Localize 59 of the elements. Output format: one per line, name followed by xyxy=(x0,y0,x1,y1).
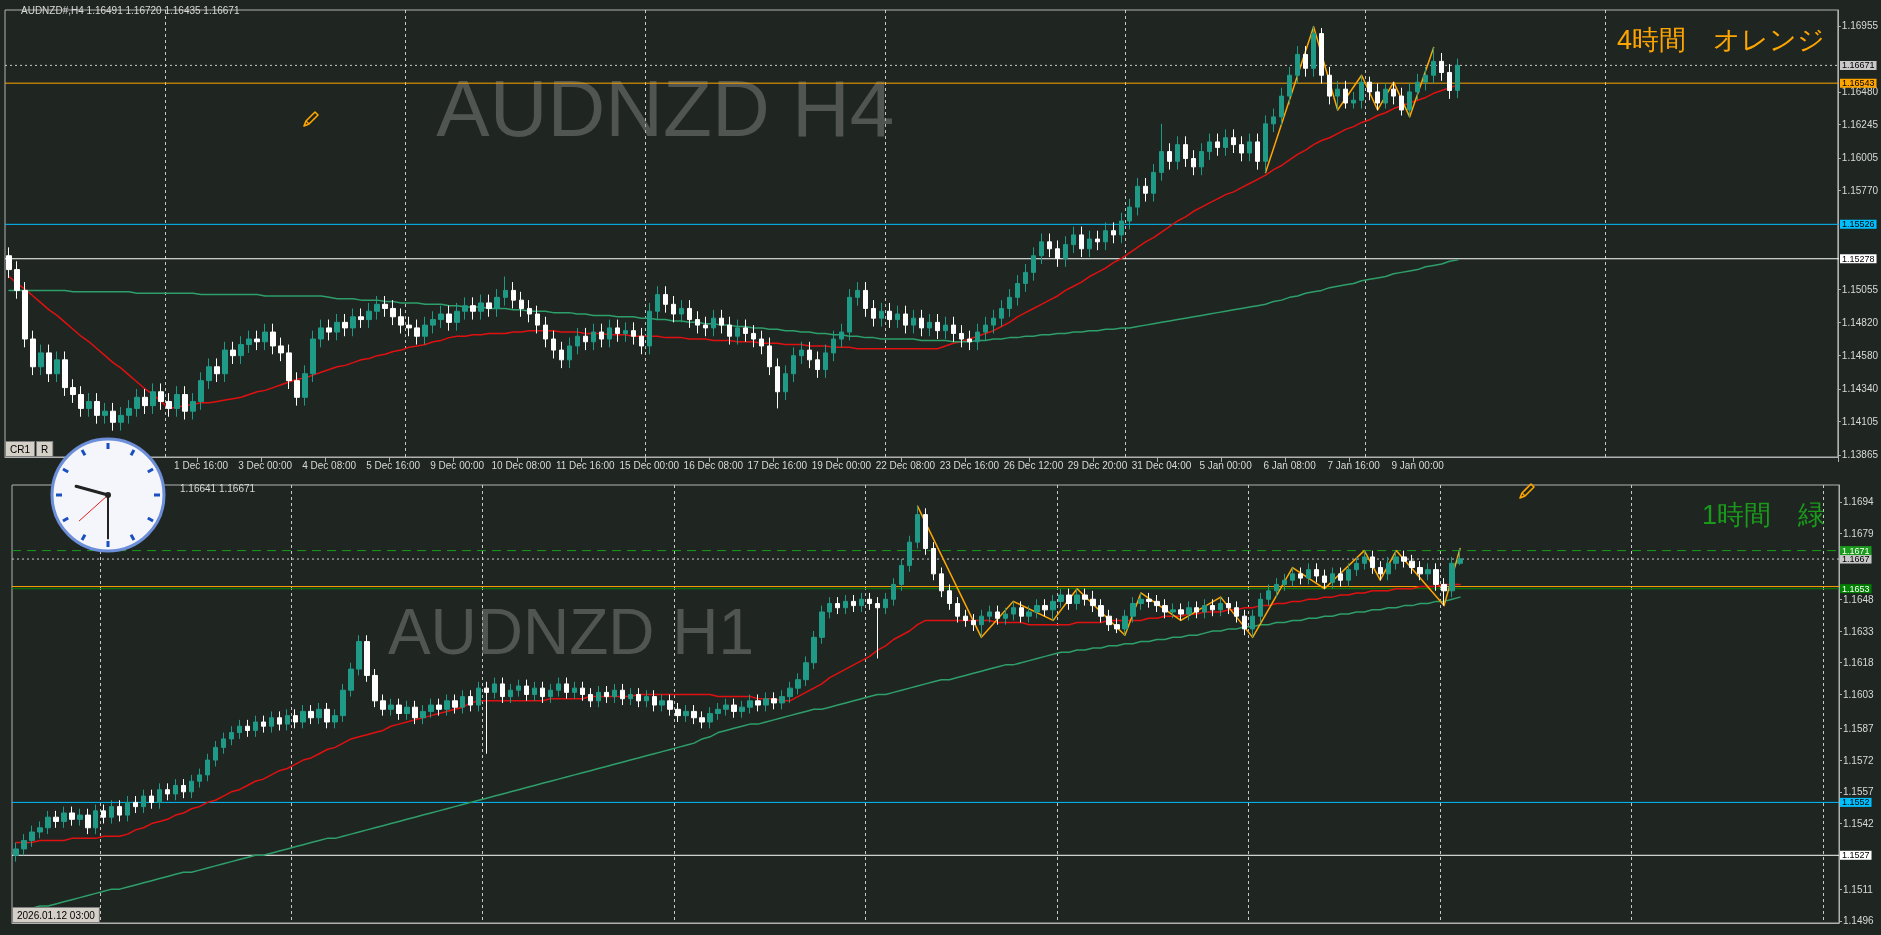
x-tick-label: 6 Jan 08:00 xyxy=(1263,459,1317,471)
y-tick-label: 1.16480 xyxy=(1841,86,1879,98)
y-tick-label: 1.1572 xyxy=(1843,754,1875,766)
y-tick-label: 1.16955 xyxy=(1841,20,1879,32)
y-tick-label: 1.1648 xyxy=(1843,593,1875,605)
ref-line-label: 1.1552 xyxy=(1842,797,1870,808)
x-tick-label: 15 Dec 00:00 xyxy=(619,459,680,471)
chart-title: 1.16641 1.16671 xyxy=(180,482,256,494)
x-tick-label: 26 Dec 12:00 xyxy=(1003,459,1064,471)
y-tick-label: 1.1633 xyxy=(1843,625,1875,637)
x-tick-label: 16 Dec 08:00 xyxy=(683,459,744,471)
ref-line-label: 1.16543 xyxy=(1842,78,1875,89)
y-tick-label: 1.15055 xyxy=(1841,284,1879,296)
x-tick-label: 23 Dec 16:00 xyxy=(939,459,1000,471)
x-tick-label: 7 Jan 16:00 xyxy=(1327,459,1381,471)
y-tick-label: 1.1679 xyxy=(1843,528,1875,540)
y-tick-label: 1.16245 xyxy=(1841,119,1879,131)
x-tick-label: 31 Dec 04:00 xyxy=(1131,459,1192,471)
ref-line-label: 1.15278 xyxy=(1842,253,1875,264)
annotation: R xyxy=(41,443,49,455)
y-tick-label: 1.14820 xyxy=(1841,316,1879,328)
x-tick-label: 29 Dec 20:00 xyxy=(1067,459,1128,471)
text: 4時間 オレンジ xyxy=(1616,25,1825,55)
y-tick-label: 1.1557 xyxy=(1843,786,1875,798)
y-tick-label: 1.1694 xyxy=(1843,496,1875,508)
y-tick-label: 1.1587 xyxy=(1843,722,1875,734)
y-tick-label: 1.14340 xyxy=(1841,383,1879,395)
ref-line-label: 1.15526 xyxy=(1842,219,1875,230)
y-tick-label: 1.16005 xyxy=(1841,152,1879,164)
x-tick-label: 9 Dec 00:00 xyxy=(430,459,485,471)
y-tick-label: 1.14105 xyxy=(1841,416,1879,428)
chart-title: AUDNZD#,H4 1.16491 1.16720 1.16435 1.16671 xyxy=(21,4,240,16)
x-tick-label: 10 Dec 08:00 xyxy=(491,459,552,471)
y-tick-label: 1.1618 xyxy=(1843,657,1875,669)
y-tick-label: 1.1496 xyxy=(1843,915,1875,927)
x-tick-label: 19 Dec 00:00 xyxy=(811,459,872,471)
x-tick-label: 9 Jan 00:00 xyxy=(1391,459,1445,471)
ref-line-label: 1.16671 xyxy=(1842,60,1875,71)
x-tick-label: 4 Dec 08:00 xyxy=(302,459,357,471)
y-tick-label: 1.13865 xyxy=(1841,449,1879,461)
x-tick-label: 11 Dec 16:00 xyxy=(555,459,616,471)
annotation: 2026.01.12 03:00 xyxy=(17,909,96,921)
y-tick-label: 1.15770 xyxy=(1841,184,1879,196)
x-tick-label: 5 Dec 16:00 xyxy=(366,459,421,471)
x-tick-label: 3 Dec 00:00 xyxy=(238,459,293,471)
x-tick-label: 22 Dec 08:00 xyxy=(875,459,936,471)
annotation: CR1 xyxy=(10,443,31,455)
ref-line-label: 1.1667 xyxy=(1842,554,1870,565)
y-tick-label: 1.1603 xyxy=(1843,688,1875,700)
ref-line-label: 1.1653 xyxy=(1842,583,1870,594)
y-tick-label: 1.1542 xyxy=(1843,818,1875,830)
x-tick-label: 17 Dec 16:00 xyxy=(747,459,808,471)
ref-line-label: 1.1527 xyxy=(1842,850,1870,861)
y-tick-label: 1.1511 xyxy=(1843,883,1874,895)
x-tick-label: 5 Jan 00:00 xyxy=(1199,459,1253,471)
y-tick-label: 1.14580 xyxy=(1841,350,1879,362)
text: 1時間 緑 xyxy=(1701,500,1825,530)
x-tick-label: 1 Dec 16:00 xyxy=(174,459,229,471)
ref-line-label: 1.1671 xyxy=(1842,545,1870,556)
